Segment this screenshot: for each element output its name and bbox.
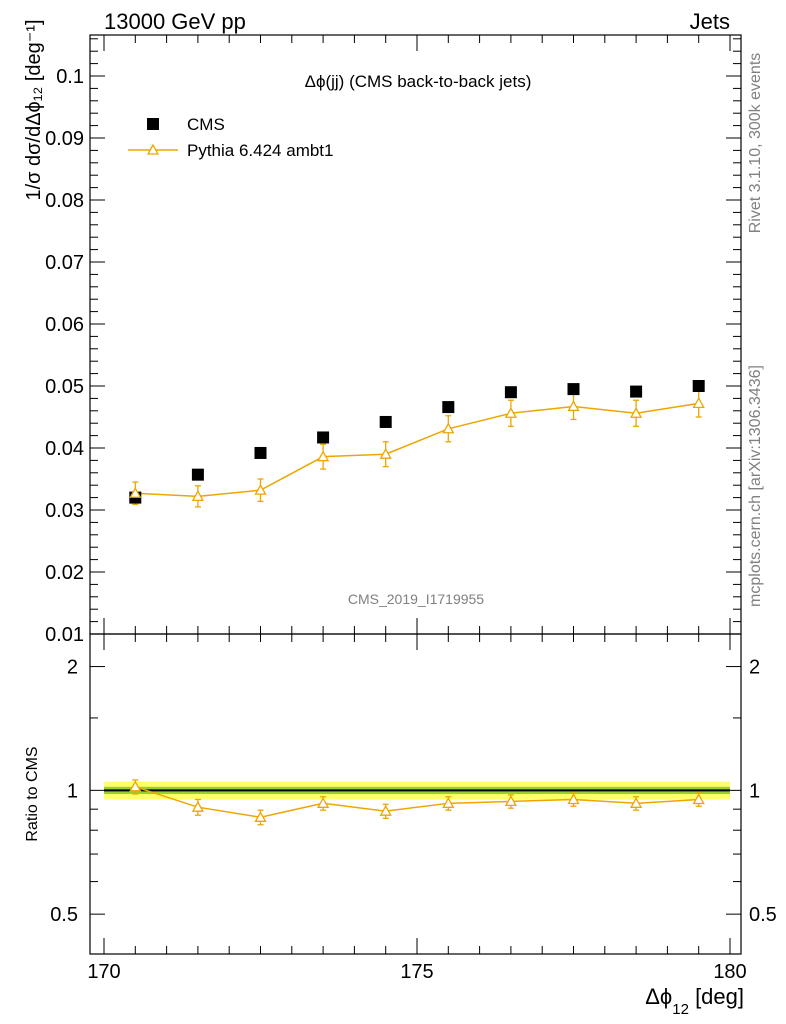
main-y-axis: 0.01 0.02 0.03 0.04 0.05 0.06 0.07 0.08 0.09 0.1 [45,38,741,646]
cms-point [692,380,705,392]
pythia-point [379,447,392,459]
ratio-pythia-point [191,800,205,812]
header-right: Jets [690,9,730,34]
pythia-point [129,486,142,498]
cms-point [254,446,267,459]
pythia-point [316,450,330,462]
main-data [129,380,705,508]
x-tick-label: 175 [400,961,433,983]
watermark: CMS_2019_I1719955 [348,591,484,607]
y-tick-label: 0.08 [45,190,84,212]
y-tick-label: 0.01 [45,624,84,646]
cms-point [630,385,643,398]
ratio-pythia-point [629,796,643,808]
x-label-main: Δϕ [645,984,672,1009]
pythia-point [254,483,267,495]
ratio-y-tick-label-right: 1 [749,780,760,802]
y-label-text: 1/σ dσ/dΔϕ₁₂ [deg⁻¹] [23,19,45,200]
rivet-label: Rivet 3.1.10, 300k events [747,53,764,234]
legend-label-pythia: Pythia 6.424 ambt1 [187,141,333,160]
y-tick-label: 0.02 [45,562,84,584]
legend-marker-cms [147,118,159,130]
x-label-unit: [deg] [689,984,744,1009]
y-tick-label: 0.06 [45,314,84,336]
ratio-pythia-point [379,804,392,816]
cms-point [442,401,455,414]
mcplots-label: mcplots.cern.ch [arXiv:1306.3436] [747,365,764,607]
main-y-axis-label: 1/σ dσ/dΔϕ₁₂ [deg⁻¹] [23,19,45,200]
pythia-line [135,402,699,498]
pythia-point [629,406,643,418]
ratio-y-tick-label-right: 2 [749,657,760,679]
pythia-point [442,422,455,434]
ratio-x-axis: 170 175 180 [87,634,747,983]
y-tick-label: 0.04 [45,438,84,460]
ratio-pythia-point [442,796,455,808]
pythia-point [567,400,580,412]
legend-marker-pythia [146,143,160,155]
y-tick-label: 0.1 [56,66,84,88]
ratio-y-tick-label: 1 [67,780,78,802]
pythia-point [191,490,205,502]
legend-label-cms: CMS [187,115,225,134]
x-tick-label: 180 [713,961,746,983]
ratio-y-tick-label-right: 0.5 [749,904,777,926]
chart-title: Δϕ(jj) (CMS back-to-back jets) [305,72,532,91]
pythia-point [504,406,518,418]
ratio-pythia-point [692,793,705,805]
x-tick-label: 170 [87,961,120,983]
main-x-ticks [103,35,731,634]
x-label-sub: 12 [672,1001,689,1018]
ratio-data [129,779,705,826]
ratio-pythia-point [254,810,267,822]
x-axis-label: Δϕ12 [deg] [645,984,744,1018]
ratio-y-tick-label: 0.5 [50,904,78,926]
legend: CMS Pythia 6.424 ambt1 [128,115,333,160]
cms-point [504,386,517,399]
cms-point [567,383,580,396]
main-panel: 0.010.020.030.040.050.060.070.080.090.1 … [23,19,742,646]
x-label-text: Δϕ12 [deg] [645,984,744,1018]
ratio-pythia-point [316,796,330,808]
cms-point [191,468,204,481]
cms-point [317,431,330,444]
ratio-pythia-line [135,786,699,819]
cms-point [379,415,392,428]
y-tick-label: 0.05 [45,376,84,398]
pythia-point [692,397,705,409]
ratio-y-axis: 0.5 0.5 1 1 2 2 [50,657,777,927]
ratio-frame [89,633,742,955]
ratio-pythia-point [129,780,142,792]
ratio-y-label: Ratio to CMS [24,746,41,841]
y-tick-label: 0.07 [45,252,84,274]
ratio-pythia-point [504,795,518,807]
header-left: 13000 GeV pp [104,9,246,34]
ratio-y-tick-label: 2 [67,657,78,679]
y-tick-label: 0.03 [45,500,84,522]
y-tick-label: 0.09 [45,128,84,150]
ratio-pythia-point [567,793,580,805]
ratio-panel: 0.5 0.5 1 1 2 2 170 175 180 Ratio to CMS [24,633,777,983]
